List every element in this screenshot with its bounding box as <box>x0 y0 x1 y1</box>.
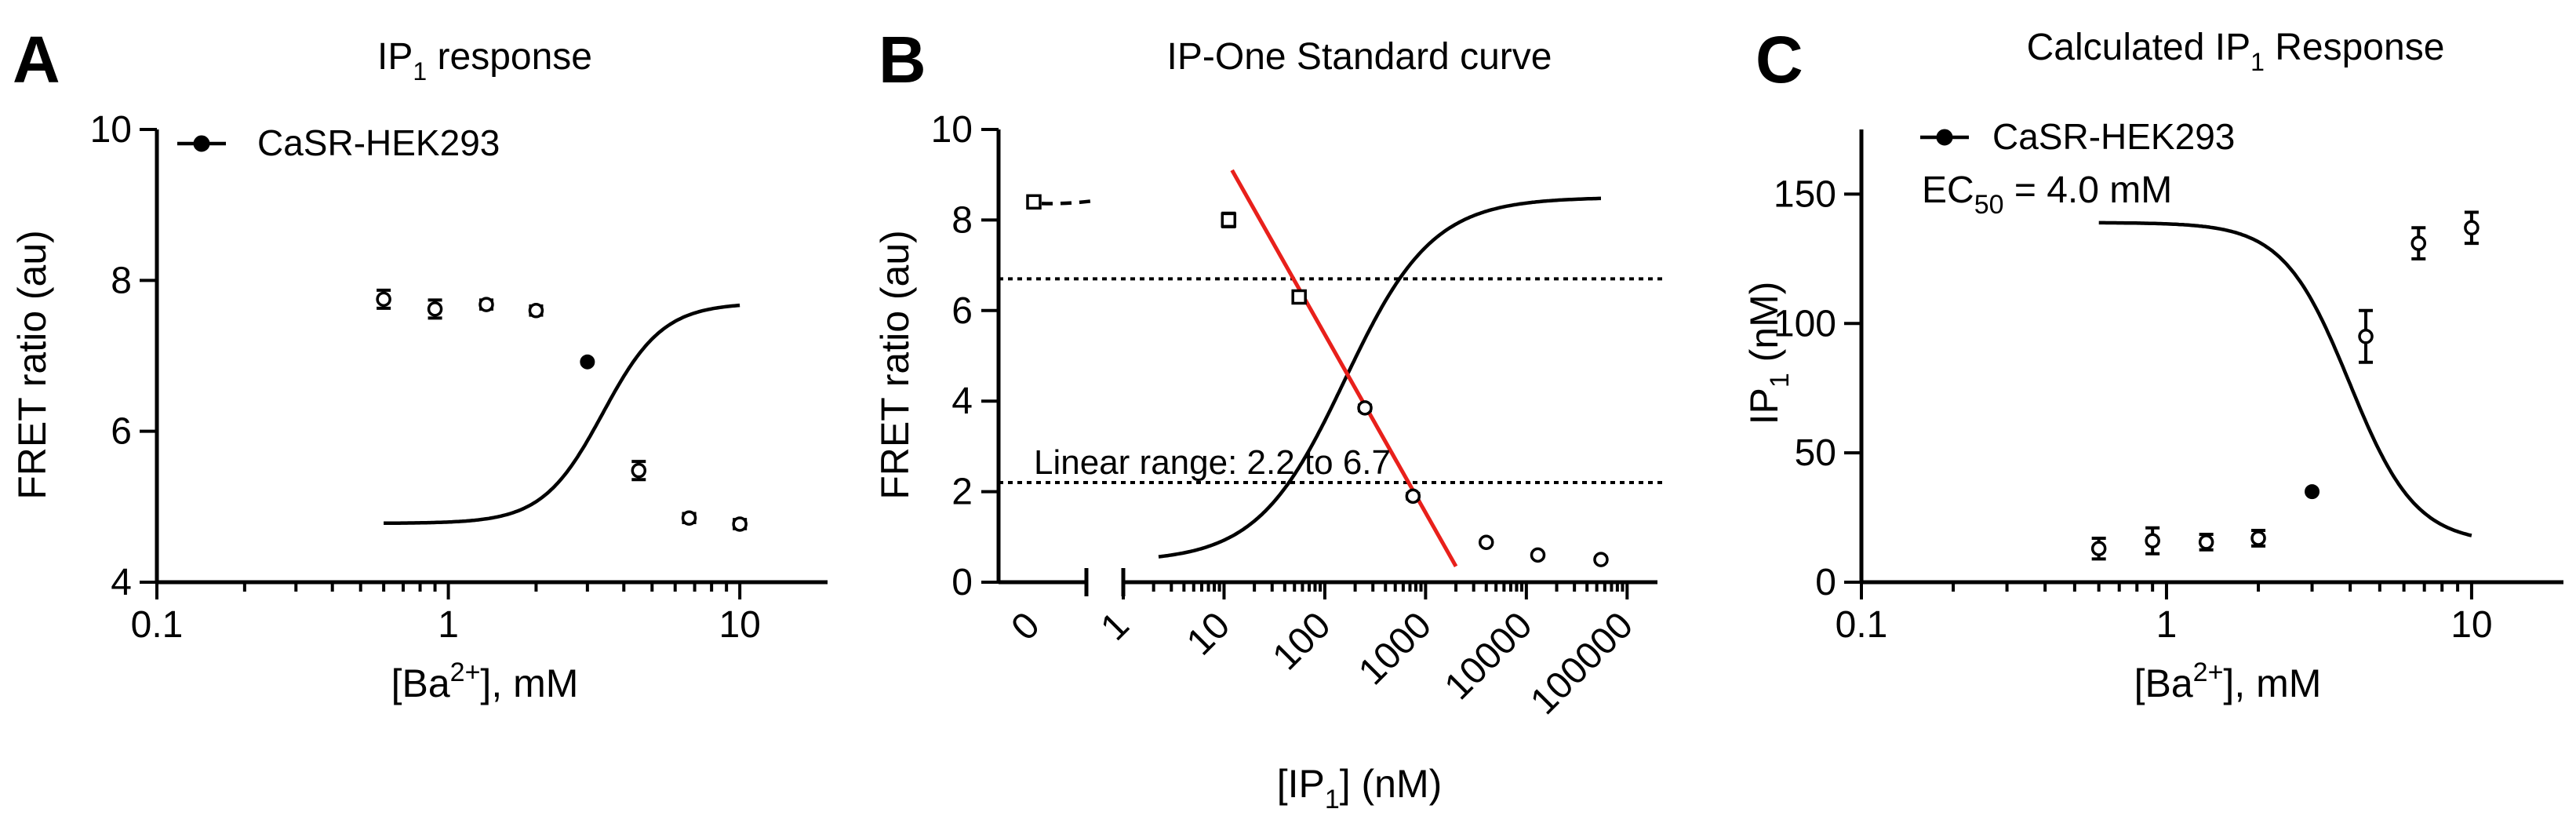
panel-c-x-tick-label: 1 <box>2156 604 2178 646</box>
panel-b-data-points <box>1026 194 1609 567</box>
panel-b-x-tick-label: 100 <box>1265 604 1339 678</box>
panel-c-ec50-label: EC50 = 4.0 mM <box>1922 169 2172 220</box>
panel-b-threshold-lines <box>999 277 1665 485</box>
panel-c-data-point <box>2305 484 2320 500</box>
panel-b-y-tick-label: 10 <box>931 109 973 151</box>
panel-a-data-point <box>376 291 391 308</box>
panel-b-y-tick-label: 6 <box>951 290 973 332</box>
panel-letter-b: B <box>879 23 926 97</box>
panel-b-x-axis-label: [IP1] (nM) <box>1277 762 1443 814</box>
panel-b-y-axis-label: FRET ratio (au) <box>873 230 917 500</box>
panel-a-data-point <box>681 510 697 526</box>
panel-b-fit-path-broken <box>1041 199 1093 206</box>
panel-a-y-axis-label: FRET ratio (au) <box>10 230 54 500</box>
panel-c-legend: CaSR-HEK293 <box>1920 116 2235 157</box>
panel-b-x-tick-label: 0 <box>1003 604 1047 648</box>
panel-c: C Calculated IP1 Response 0 50 100 150 0.1 1 1… <box>1742 23 2563 705</box>
panel-b-x-tick-label: 100000 <box>1523 604 1641 723</box>
panel-a-data-points <box>376 288 748 532</box>
panel-c-x-axis-label: [Ba2+], mM <box>2134 658 2322 705</box>
panel-c-data-point <box>2464 220 2480 236</box>
panel-a-x-tick-label: 10 <box>719 604 760 646</box>
panel-b-data-point <box>1291 289 1307 305</box>
panel-a-x-tick-label: 1 <box>438 604 459 646</box>
panel-b-linear-range-annotation: Linear range: 2.2 to 6.7 <box>1034 443 1391 482</box>
panel-c-x-tick-label: 10 <box>2450 604 2492 646</box>
panel-a-legend-label: CaSR-HEK293 <box>257 122 500 163</box>
panel-b-data-point <box>1530 547 1546 563</box>
panel-a-data-point <box>427 301 443 317</box>
panel-b-linear-fit-line <box>1230 169 1458 568</box>
panel-c-data-point <box>2145 533 2160 548</box>
panel-a-x-axis-label: [Ba2+], mM <box>391 658 579 705</box>
panel-b-x-tick-label: 1000 <box>1351 604 1439 693</box>
panel-a-legend: CaSR-HEK293 <box>177 122 500 163</box>
panel-a-y-tick-label: 4 <box>111 562 132 603</box>
panel-c-y-tick-label: 100 <box>1774 303 1836 344</box>
panel-b-data-point <box>1221 212 1237 228</box>
panel-c-data-point <box>2198 534 2214 550</box>
panel-c-data-point <box>2410 235 2427 251</box>
panel-b-y-tick-label: 0 <box>951 562 973 603</box>
panel-a-data-point <box>478 297 494 312</box>
panel-b-data-point <box>1478 534 1494 550</box>
panel-b-fit-path <box>1158 196 1601 559</box>
panel-a-data-point <box>732 516 748 532</box>
panel-c-axes: 0 50 100 150 0.1 1 10 <box>1774 129 2563 646</box>
panel-c-data-point <box>2250 530 2266 546</box>
panel-a: A IP1 response 4 6 8 10 0.1 1 10 [Ba2+], mM FR… <box>10 23 828 705</box>
panel-b-data-point <box>1405 488 1421 505</box>
panel-letter-c: C <box>1756 23 1803 97</box>
panel-a-y-tick-label: 10 <box>90 109 132 151</box>
panel-a-fit-path <box>384 303 740 526</box>
panel-letter-a: A <box>13 23 60 97</box>
panel-b-y-tick-label: 8 <box>951 199 973 241</box>
panel-c-legend-label: CaSR-HEK293 <box>1992 116 2235 157</box>
panel-c-fit-path <box>2098 220 2472 537</box>
panel-c-fit-curve <box>2098 220 2472 537</box>
panel-c-y-tick-label: 50 <box>1795 432 1836 474</box>
panel-b-x-tick-label: 10 <box>1179 604 1238 663</box>
panel-a-fit-curve <box>384 303 740 526</box>
panel-b-x-tick-label: 1 <box>1093 604 1137 648</box>
panel-b-fit-curve <box>1041 196 1601 559</box>
panel-a-legend-marker <box>193 135 210 152</box>
panel-b-linear-fit-path <box>1230 169 1458 568</box>
panel-b-data-point-zero <box>1026 194 1042 210</box>
panel-a-y-tick-label: 8 <box>111 260 132 301</box>
panel-c-data-point <box>2090 541 2107 556</box>
panel-c-data-point <box>2358 329 2374 344</box>
panel-c-legend-marker <box>1936 129 1953 146</box>
panel-c-y-tick-label: 0 <box>1815 562 1836 603</box>
panel-b-y-tick-label: 4 <box>951 381 973 422</box>
panel-c-data-points <box>2090 210 2480 561</box>
panel-c-title: Calculated IP1 Response <box>2027 27 2445 76</box>
panel-c-y-axis-label: IP1 (nM) <box>1742 282 1795 425</box>
panel-c-x-tick-label: 0.1 <box>1836 604 1888 646</box>
panel-a-axes: 4 6 8 10 0.1 1 10 <box>90 109 828 646</box>
panel-a-x-tick-label: 0.1 <box>131 604 184 646</box>
panel-a-y-tick-label: 6 <box>111 411 132 453</box>
panel-b-title: IP-One Standard curve <box>1167 36 1552 78</box>
panel-a-data-point <box>528 303 544 319</box>
panel-a-data-point <box>631 462 647 479</box>
panel-c-y-tick-label: 150 <box>1774 173 1836 215</box>
panel-a-data-point <box>580 354 595 370</box>
panel-b-y-tick-label: 2 <box>951 472 973 513</box>
panel-b-data-point <box>1357 400 1373 416</box>
panel-b-data-point <box>1593 552 1609 567</box>
panel-a-title: IP1 response <box>377 36 592 86</box>
